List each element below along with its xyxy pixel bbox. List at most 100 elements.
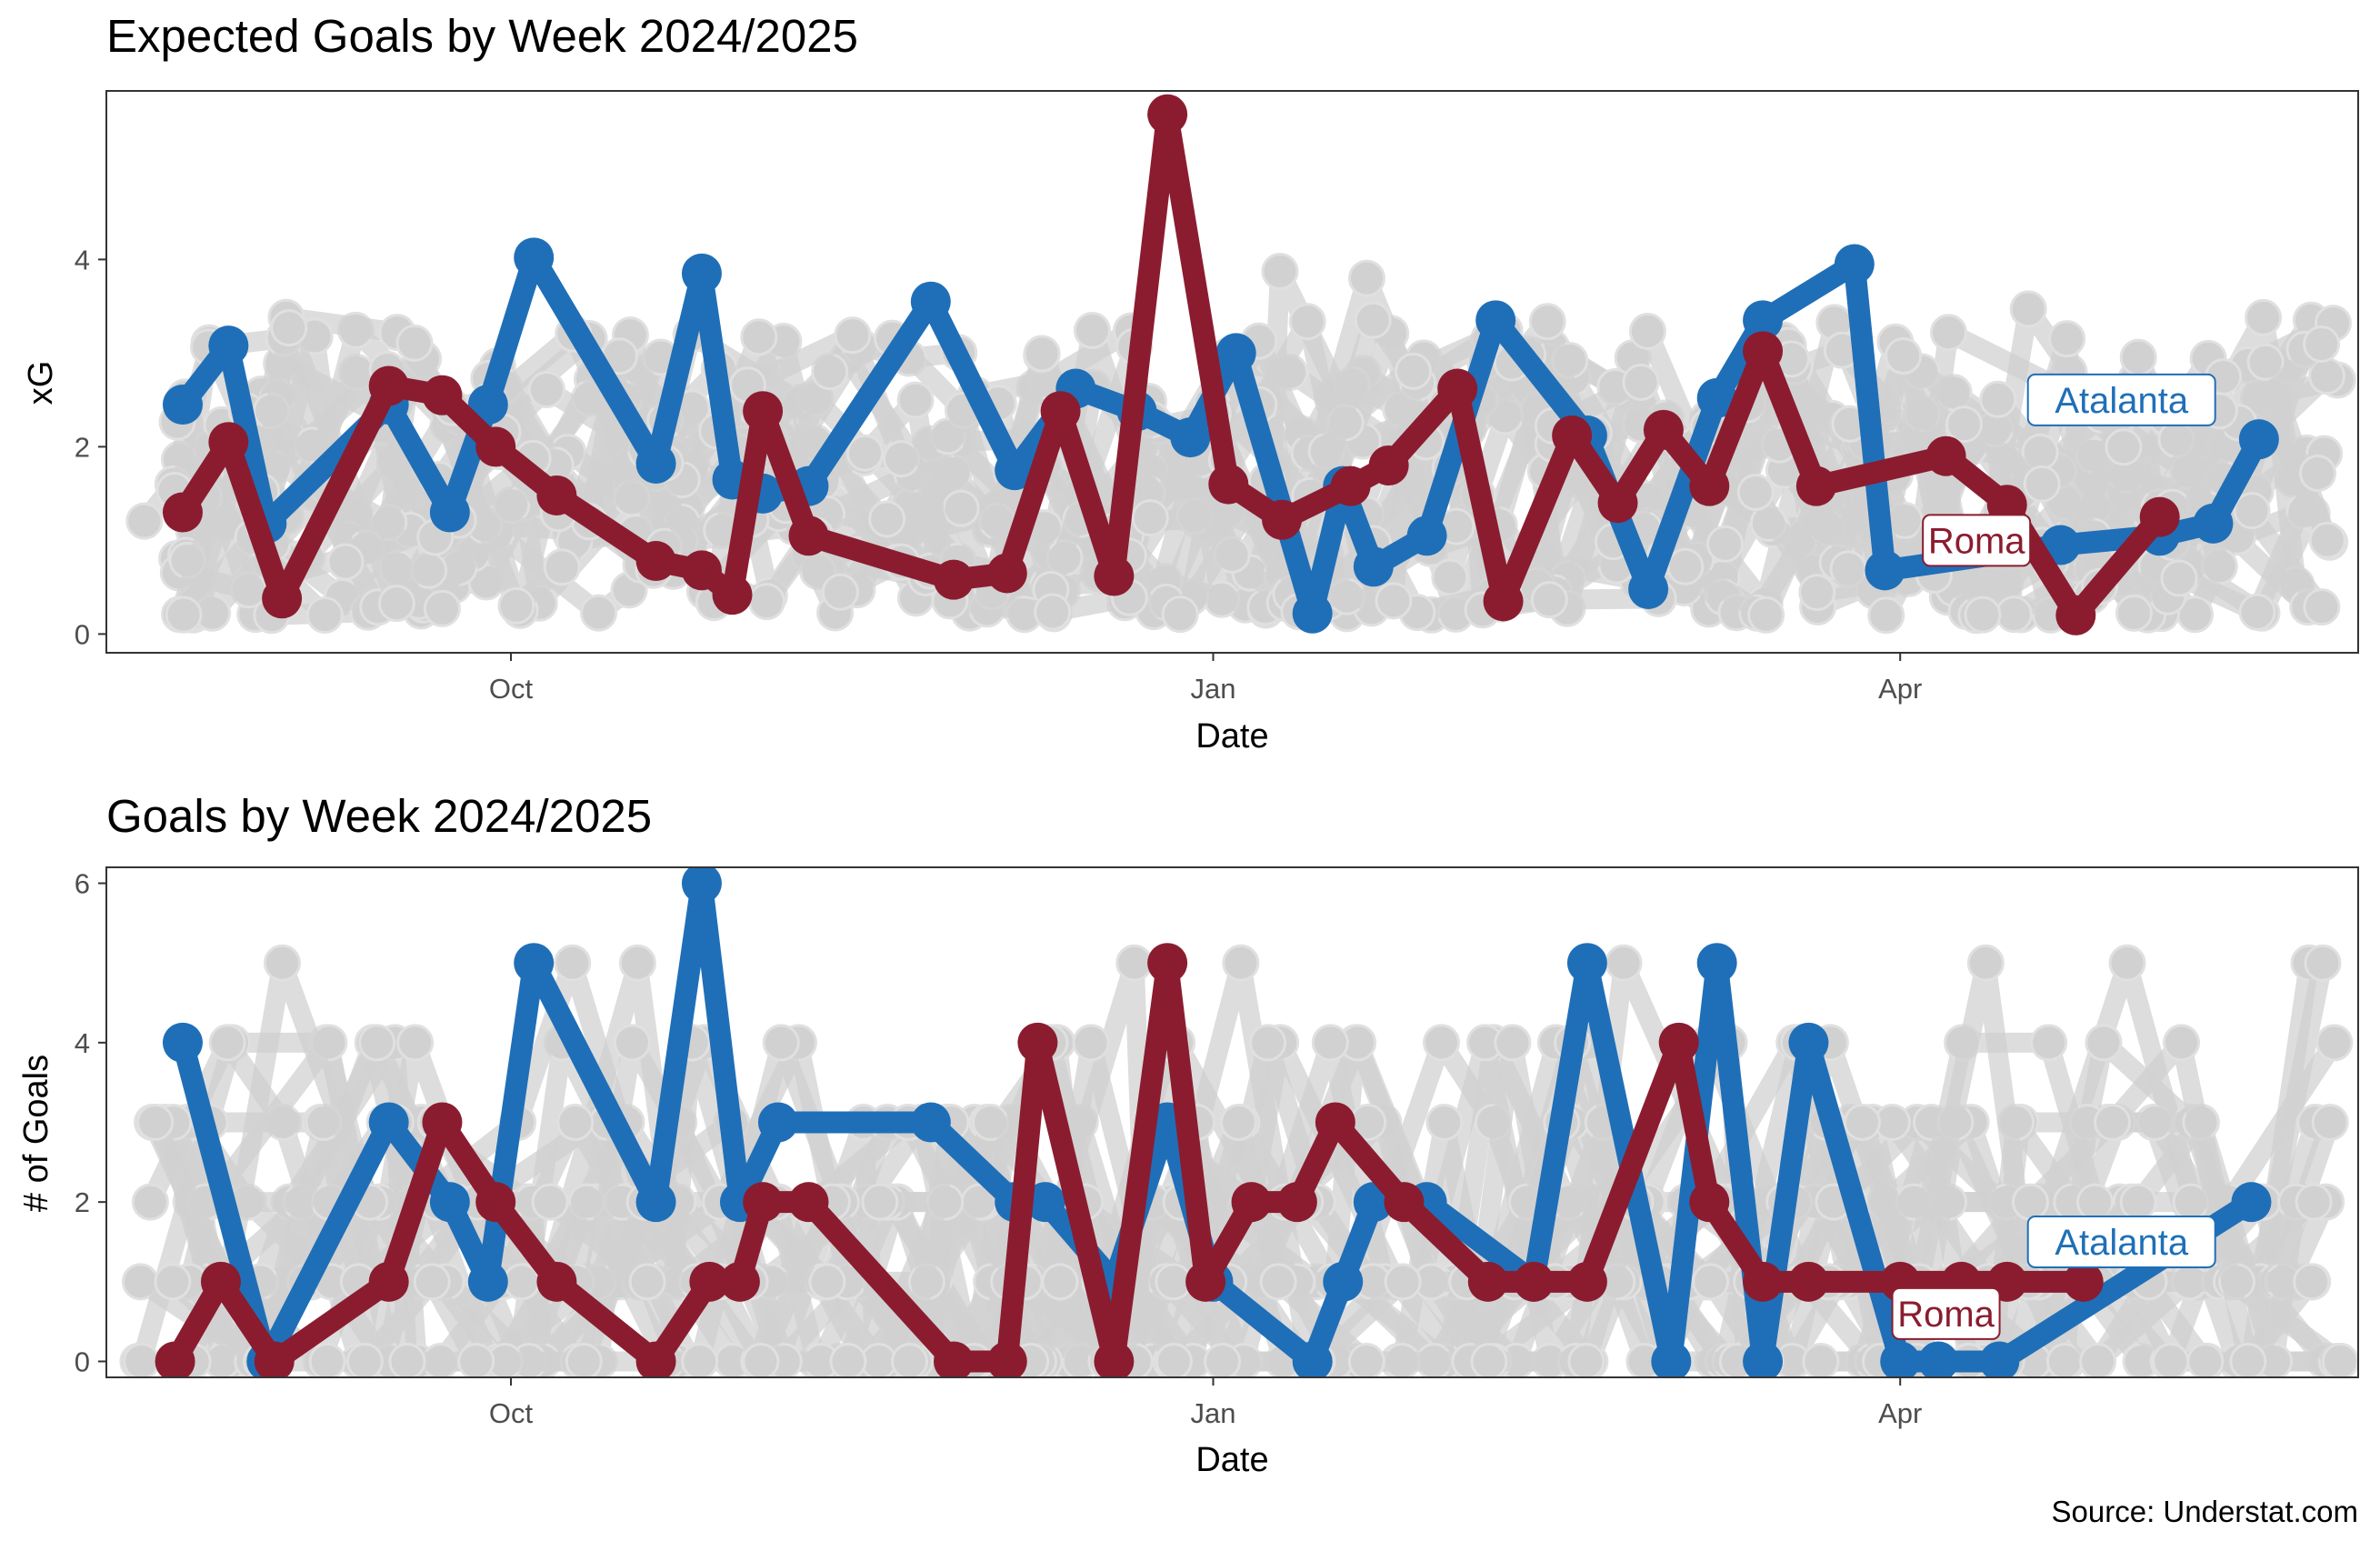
roma-point [536, 475, 577, 515]
roma-point [1552, 415, 1593, 456]
atalanta-point [514, 943, 555, 984]
other-team-point [1567, 1342, 1605, 1377]
roma-point [2063, 1261, 2104, 1302]
other-team-point [2303, 325, 2341, 363]
other-team-point [1425, 1104, 1464, 1141]
other-team-point [942, 489, 980, 527]
roma-point [681, 550, 722, 591]
other-team-point [326, 543, 365, 581]
other-team-point [1259, 1263, 1297, 1301]
other-team-point [1945, 405, 1984, 444]
other-team-point [377, 585, 415, 623]
roma-point [1231, 1182, 1272, 1223]
other-team-point [861, 1183, 899, 1221]
atalanta-point [1880, 1341, 1921, 1377]
roma-point [1147, 943, 1188, 984]
other-team-point [1605, 944, 1643, 982]
atalanta-point [1743, 300, 1784, 341]
roma-point [1658, 1022, 1699, 1063]
roma-point [743, 391, 784, 432]
other-team-point [396, 1024, 435, 1062]
x-tick-label: Apr [1878, 673, 1922, 705]
other-team-point [2308, 521, 2346, 559]
roma-point [1566, 1261, 1607, 1302]
other-team-point [270, 309, 308, 347]
other-team-point [1073, 312, 1111, 350]
atalanta-point [910, 281, 951, 322]
other-team-point [2119, 338, 2157, 376]
roma-point [1795, 465, 1836, 506]
highlight-series [162, 94, 2279, 635]
other-team-point [345, 1342, 384, 1377]
other-team-point [457, 1342, 495, 1377]
other-team-point [1885, 337, 1923, 375]
other-team-point [2152, 1342, 2190, 1377]
other-team-point [358, 1024, 396, 1062]
other-team-point [2321, 1342, 2358, 1377]
other-team-point [2094, 1104, 2132, 1141]
roma-point [719, 1261, 760, 1302]
other-team-point [834, 316, 872, 355]
other-team-point [1470, 1342, 1508, 1377]
roma-label-box [1922, 514, 2032, 567]
roma-point [262, 578, 303, 619]
roma-point [635, 541, 676, 582]
other-team-point [2304, 944, 2342, 982]
atalanta-point [1406, 515, 1447, 556]
atalanta-label-box [2026, 373, 2216, 426]
other-team-point [497, 586, 535, 625]
other-team-point [681, 1342, 719, 1377]
atalanta-point [2193, 503, 2234, 544]
other-team-point [742, 1342, 780, 1377]
other-team-point [613, 1024, 651, 1062]
other-team-point [747, 583, 785, 621]
x-tick-label: Oct [489, 1397, 534, 1429]
other-team-point [1867, 596, 1905, 635]
other-team-point [891, 1342, 929, 1377]
other-team-point [1431, 558, 1469, 596]
atalanta-point [681, 867, 722, 904]
x-axis-title: Date [1195, 717, 1268, 755]
roma-point [743, 1182, 784, 1223]
atalanta-point [1170, 417, 1211, 458]
roma-point [635, 1341, 676, 1377]
other-team-point [2311, 1104, 2349, 1141]
roma-point [1094, 1341, 1135, 1377]
goals-chart: Atalanta Roma 0 2 4 6 Oct Jan Apr Date # of Goals [17, 866, 2359, 1479]
roma-point [1925, 435, 1966, 476]
other-team-point [2246, 343, 2285, 381]
atalanta-point [467, 1261, 508, 1302]
atalanta-point [1323, 1261, 1364, 1302]
other-team-point [413, 1263, 451, 1301]
other-team-point [740, 318, 778, 356]
roma-point [1208, 464, 1249, 505]
other-team-point [2011, 1183, 2049, 1221]
other-team-point [2048, 320, 2086, 358]
atalanta-point [635, 1182, 676, 1223]
roma-point [1040, 391, 1081, 432]
y-tick-label: 0 [75, 1346, 90, 1377]
x-tick-label: Oct [489, 673, 534, 705]
atalanta-point [2231, 1182, 2272, 1223]
atalanta-point [681, 253, 722, 294]
other-team-point [423, 589, 461, 627]
atalanta-label: Atalanta [2055, 381, 2189, 421]
atalanta-point [1834, 244, 1875, 285]
other-team-point [1375, 582, 1413, 620]
y-axis-title: # of Goals [17, 1055, 55, 1212]
roma-point [986, 553, 1027, 594]
roma-point [788, 515, 829, 556]
roma-point [368, 365, 409, 406]
other-team-point [543, 548, 581, 586]
other-team-point [808, 1263, 846, 1301]
atalanta-point [1696, 377, 1737, 418]
other-team-point [1347, 1342, 1385, 1377]
other-team-point [1034, 593, 1072, 631]
other-team-point [1161, 595, 1199, 634]
panel-border [105, 90, 2359, 654]
roma-point [1017, 1022, 1058, 1063]
other-team-point [846, 434, 885, 472]
atalanta-point [1353, 546, 1394, 587]
other-team-point [1747, 595, 1785, 634]
x-axis-title: Date [1195, 1441, 1268, 1479]
